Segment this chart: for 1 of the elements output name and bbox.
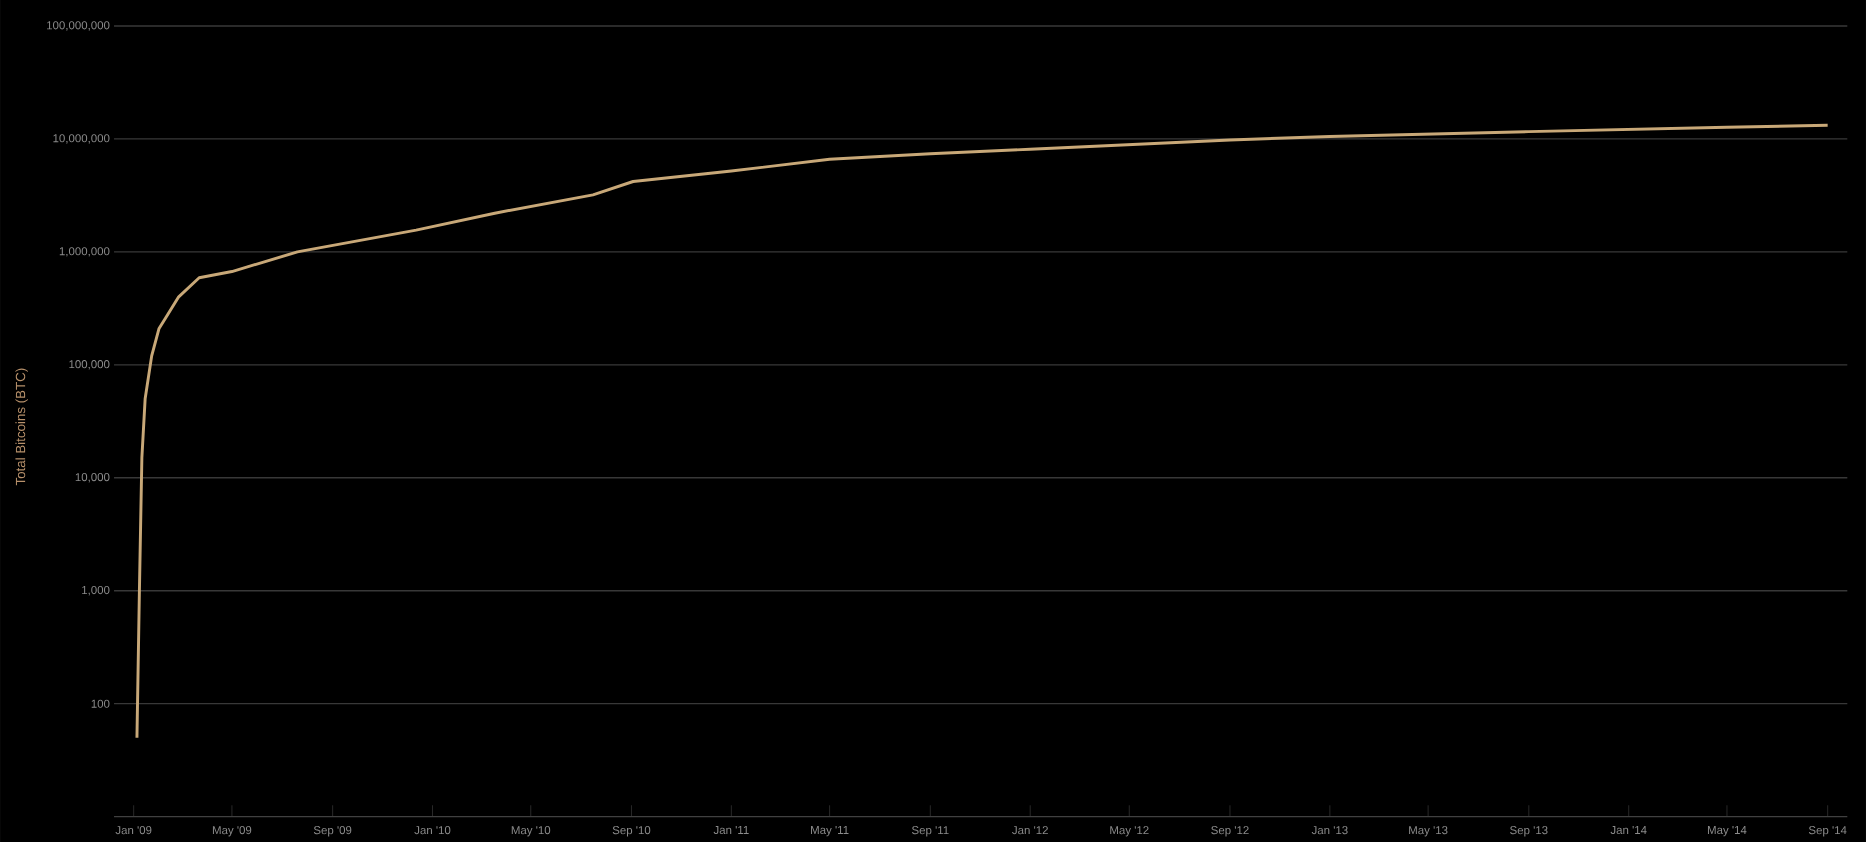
line-series bbox=[135, 123, 1830, 740]
